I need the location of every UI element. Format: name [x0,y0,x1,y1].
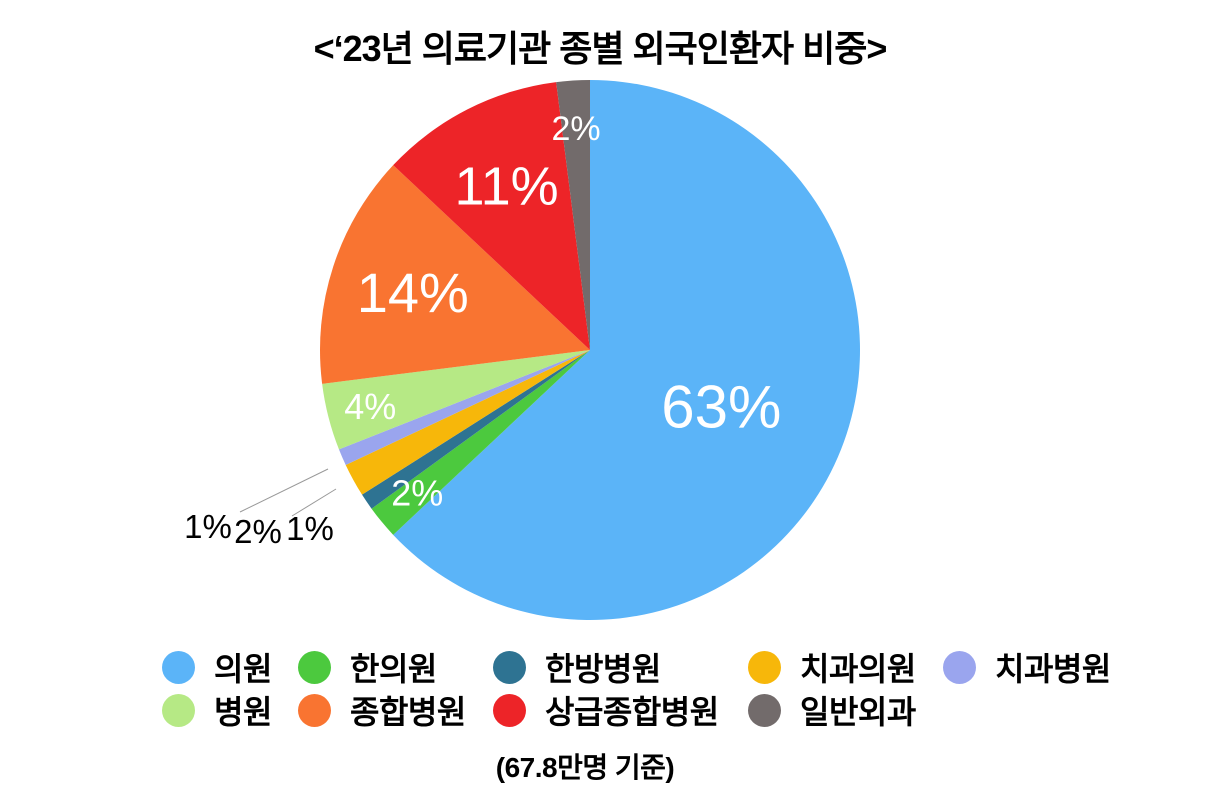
legend-swatch-icon [298,650,331,684]
leader-line [291,488,337,517]
legend-swatch-icon [162,650,195,684]
legend-swatch-icon [493,693,526,727]
legend-label: 치과의원 [800,651,916,687]
legend-label: 상급종합병원 [545,694,719,730]
legend-item-6: 종합병원 [298,693,466,730]
legend-label: 병원 [214,694,272,730]
legend-swatch-icon [493,650,526,684]
legend-item-8: 일반외과 [748,693,916,730]
legend-label: 의원 [214,651,272,687]
legend-label: 한방병원 [545,651,661,687]
slice-label-4: 1% [184,508,232,545]
slice-label-1: 2% [391,472,443,513]
leader-line [239,468,329,513]
legend-item-1: 한의원 [298,650,437,687]
slice-label-6: 14% [357,261,469,324]
legend-item-4: 치과병원 [943,650,1111,687]
chart-title: <‘23년 의료기관 종별 외국인환자 비중> [313,28,888,69]
legend-item-7: 상급종합병원 [493,693,719,730]
slice-label-8: 2% [552,110,601,148]
legend-label: 종합병원 [350,694,466,730]
legend-swatch-icon [162,693,195,727]
pie-slice-3 [345,350,590,495]
legend-label: 한의원 [350,651,437,687]
legend-item-0: 의원 [162,650,272,687]
slice-label-7: 11% [455,156,559,216]
pie-slice-6 [320,165,590,384]
slice-label-0: 63% [661,373,781,440]
legend-swatch-icon [748,650,781,684]
chart-caption: (67.8만명 기준) [495,752,675,783]
pie-slice-7 [393,82,590,350]
legend-item-2: 한방병원 [493,650,661,687]
slice-label-5: 4% [344,386,396,427]
legend-item-5: 병원 [162,693,272,730]
pie-slice-4 [338,350,590,465]
legend-label: 치과병원 [995,651,1111,687]
legend-swatch-icon [748,693,781,727]
pie-slice-5 [322,350,590,450]
pie-slice-1 [371,350,590,535]
legend-swatch-icon [943,650,976,684]
pie-slice-8 [556,80,590,350]
slice-label-2: 1% [286,510,334,547]
legend-item-3: 치과의원 [748,650,916,687]
pie-slice-2 [362,350,590,509]
legend-swatch-icon [298,693,331,727]
legend-label: 일반외과 [800,694,916,730]
slice-label-3: 2% [234,513,282,550]
pie-slice-0 [393,80,860,620]
